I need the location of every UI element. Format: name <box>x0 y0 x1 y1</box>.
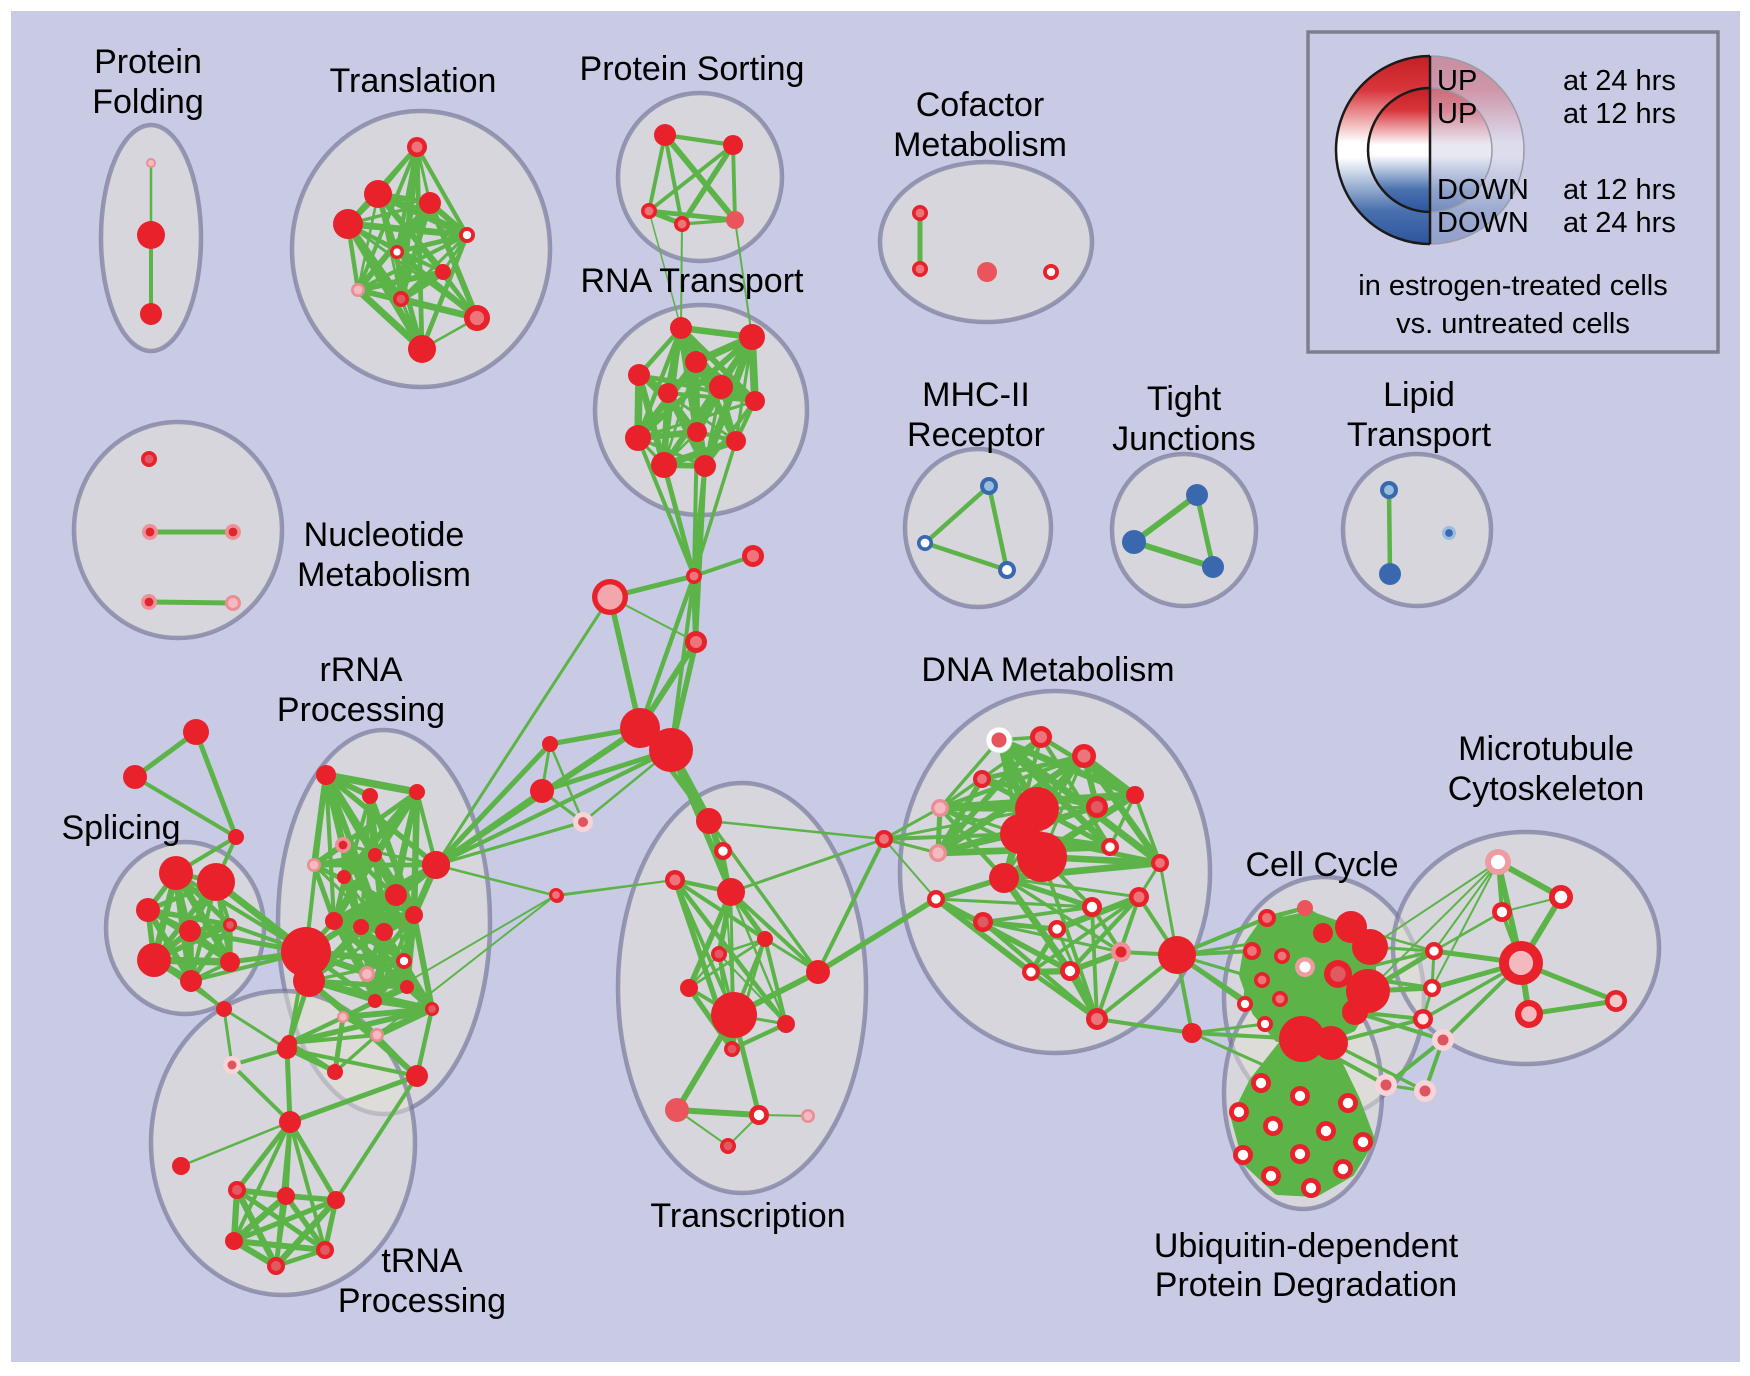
svg-text:Microtubule: Microtubule <box>1458 730 1634 768</box>
svg-text:Processing: Processing <box>277 691 445 729</box>
svg-text:Receptor: Receptor <box>907 416 1045 454</box>
svg-text:Metabolism: Metabolism <box>297 556 471 594</box>
svg-text:Cytoskeleton: Cytoskeleton <box>1448 770 1645 808</box>
svg-text:DOWN: DOWN <box>1437 174 1529 206</box>
svg-text:MHC-II: MHC-II <box>922 376 1030 414</box>
svg-text:UP: UP <box>1437 98 1477 130</box>
svg-text:UP: UP <box>1437 65 1477 97</box>
svg-text:Splicing: Splicing <box>61 809 180 847</box>
svg-text:RNA Transport: RNA Transport <box>581 262 805 300</box>
svg-text:Nucleotide: Nucleotide <box>304 516 465 554</box>
svg-text:at 24 hrs: at 24 hrs <box>1563 207 1676 239</box>
svg-text:Folding: Folding <box>92 83 204 121</box>
svg-text:Cell Cycle: Cell Cycle <box>1245 846 1398 884</box>
svg-text:at 12 hrs: at 12 hrs <box>1563 174 1676 206</box>
svg-text:Transport: Transport <box>1347 416 1492 454</box>
svg-text:Translation: Translation <box>330 62 497 100</box>
svg-text:rRNA: rRNA <box>319 651 402 689</box>
svg-text:Cofactor: Cofactor <box>916 86 1045 124</box>
svg-text:at 24 hrs: at 24 hrs <box>1563 65 1676 97</box>
svg-text:Junctions: Junctions <box>1112 420 1256 458</box>
svg-text:DNA Metabolism: DNA Metabolism <box>921 651 1174 689</box>
svg-text:Lipid: Lipid <box>1383 376 1455 414</box>
svg-text:Transcription: Transcription <box>650 1197 845 1235</box>
svg-text:Processing: Processing <box>338 1282 506 1320</box>
svg-text:Ubiquitin-dependent: Ubiquitin-dependent <box>1154 1227 1459 1265</box>
svg-text:Protein: Protein <box>94 43 202 81</box>
svg-text:Protein Degradation: Protein Degradation <box>1155 1266 1457 1304</box>
svg-text:Protein Sorting: Protein Sorting <box>580 50 805 88</box>
svg-text:Metabolism: Metabolism <box>893 126 1067 164</box>
svg-text:at 12 hrs: at 12 hrs <box>1563 98 1676 130</box>
svg-text:in estrogen-treated cells: in estrogen-treated cells <box>1358 270 1668 302</box>
svg-text:Tight: Tight <box>1147 380 1222 418</box>
svg-text:vs. untreated cells: vs. untreated cells <box>1396 308 1630 340</box>
svg-text:tRNA: tRNA <box>381 1242 463 1280</box>
svg-text:DOWN: DOWN <box>1437 207 1529 239</box>
